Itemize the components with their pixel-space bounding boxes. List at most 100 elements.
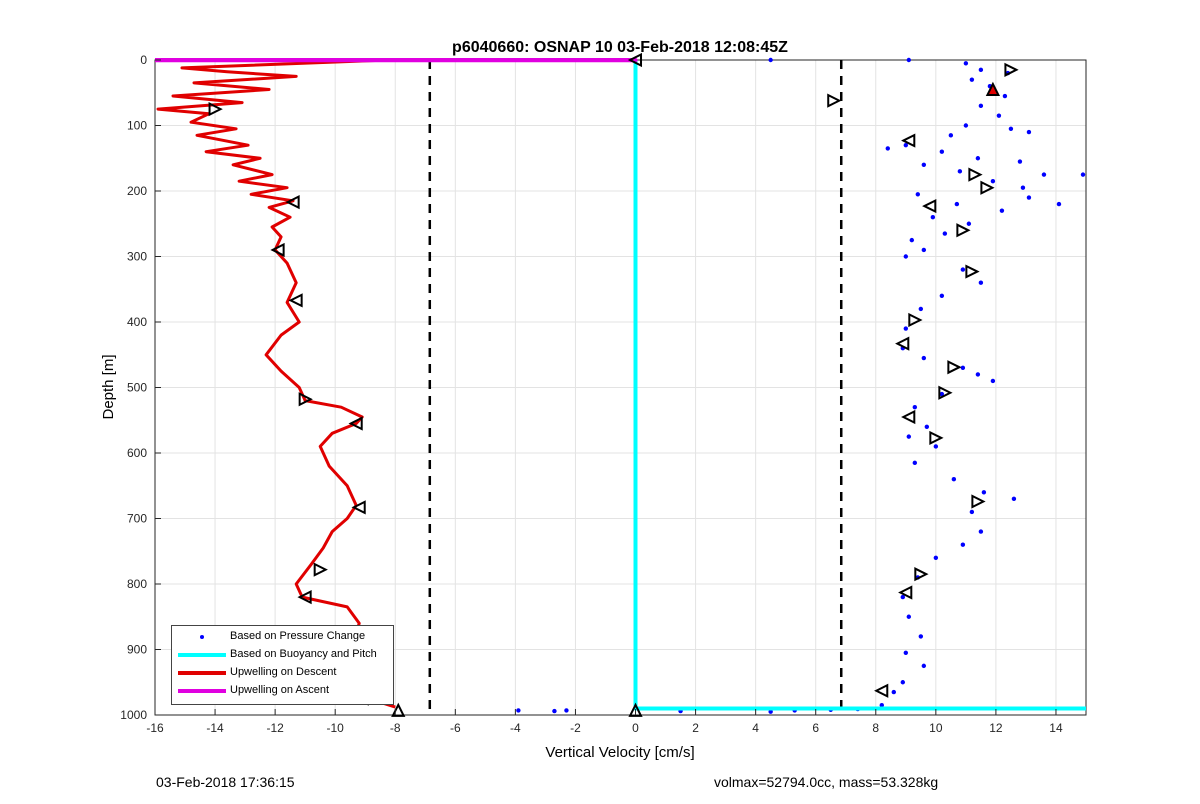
- x-tick-label: 10: [929, 721, 943, 735]
- y-tick-label: 1000: [120, 708, 147, 722]
- pressure-point: [942, 231, 948, 236]
- triangle-marker: [908, 312, 923, 328]
- series-line-2: [633, 60, 1086, 711]
- triangle-marker: [208, 102, 223, 117]
- pressure-point: [948, 133, 954, 138]
- pressure-point: [768, 709, 773, 714]
- legend-label: Upwelling on Descent: [230, 666, 337, 678]
- pressure-point: [903, 142, 909, 148]
- pressure-point: [939, 391, 945, 397]
- y-tick-label: 700: [127, 512, 147, 526]
- x-tick-label: 0: [632, 721, 639, 735]
- pressure-point: [963, 123, 969, 128]
- pressure-point: [924, 424, 930, 429]
- y-tick-label: 500: [127, 381, 147, 395]
- pressure-point: [954, 201, 960, 207]
- x-tick-label: -8: [390, 721, 401, 735]
- pressure-point: [978, 529, 984, 534]
- grid-lines: [154, 59, 1086, 716]
- pressure-point: [564, 708, 569, 713]
- y-tick-label: 800: [127, 577, 147, 591]
- legend-label: Based on Pressure Change: [230, 630, 366, 642]
- pressure-point: [879, 702, 884, 708]
- pressure-point: [1041, 172, 1047, 177]
- pressure-point: [939, 293, 945, 298]
- triangle-marker: [914, 567, 929, 582]
- triangle-marker: [827, 93, 842, 108]
- pressure-point: [981, 490, 987, 495]
- x-tick-label: -14: [206, 721, 224, 735]
- triangle-marker: [956, 223, 971, 238]
- x-tick-label: -16: [146, 721, 164, 735]
- pressure-point: [516, 708, 521, 713]
- pressure-point: [966, 221, 972, 226]
- triangle-marker: [627, 52, 643, 68]
- triangle-marker: [985, 81, 1001, 96]
- pressure-point: [915, 192, 921, 197]
- pressure-point: [921, 247, 927, 253]
- pressure-point: [1056, 201, 1062, 207]
- pressure-point: [1020, 185, 1026, 190]
- pressure-point: [921, 355, 927, 361]
- pressure-point: [933, 444, 939, 449]
- pressure-point: [975, 156, 981, 161]
- triangle-marker: [968, 167, 983, 182]
- pressure-point: [1002, 93, 1008, 99]
- y-tick-label: 0: [140, 53, 147, 67]
- pressure-point: [906, 614, 912, 619]
- triangle-marker: [901, 409, 916, 425]
- y-tick-label: 400: [127, 315, 147, 329]
- series-line-3: [156, 58, 396, 709]
- pressure-point: [552, 708, 557, 714]
- pressure-point: [930, 215, 936, 220]
- footer-timestamp: 03-Feb-2018 17:36:15: [156, 774, 295, 790]
- pressure-point: [933, 555, 939, 560]
- legend: Based on Pressure Change Based on Buoyan…: [171, 625, 394, 705]
- triangle-marker: [298, 392, 313, 407]
- series-layer: [155, 57, 1086, 715]
- red-line-icon: [178, 671, 226, 675]
- pressure-point: [999, 208, 1005, 213]
- pressure-point: [960, 542, 966, 547]
- triangle-marker: [297, 589, 312, 605]
- pressure-point: [978, 67, 984, 73]
- x-tick-label: 8: [872, 721, 879, 735]
- pressure-point: [903, 650, 909, 655]
- pressure-point: [975, 372, 981, 377]
- pressure-point: [918, 306, 924, 312]
- triangle-marker: [901, 133, 916, 148]
- x-tick-label: -4: [510, 721, 521, 735]
- pressure-point: [903, 254, 909, 259]
- pressure-point: [906, 434, 912, 439]
- pressure-point: [1008, 126, 1014, 131]
- pressure-point: [921, 663, 927, 669]
- y-axis-label: Depth [m]: [100, 354, 117, 419]
- y-tick-label: 300: [127, 250, 147, 264]
- pressure-point: [912, 460, 918, 466]
- triangle-marker: [351, 500, 366, 515]
- y-tick-label: 100: [127, 119, 147, 133]
- pressure-point: [978, 103, 984, 109]
- y-tick-label: 900: [127, 643, 147, 657]
- pressure-point: [1026, 195, 1032, 200]
- pressure-point: [918, 634, 924, 639]
- pressure-point: [960, 267, 966, 272]
- triangle-marker: [947, 360, 962, 375]
- y-tick-label: 600: [127, 446, 147, 460]
- chart-title: p6040660: OSNAP 10 03-Feb-2018 12:08:45Z: [452, 39, 788, 56]
- pressure-point: [978, 280, 984, 285]
- x-tick-label: 6: [812, 721, 819, 735]
- triangle-marker: [285, 195, 300, 210]
- marker-layer: [208, 52, 1019, 717]
- x-tick-label: -12: [266, 721, 284, 735]
- cyan-line-icon: [178, 653, 226, 657]
- pressure-point: [912, 404, 918, 410]
- pressure-point: [900, 594, 906, 600]
- legend-label: Upwelling on Ascent: [230, 684, 330, 696]
- triangle-marker: [348, 416, 363, 431]
- legend-item-ascent: Upwelling on Ascent: [172, 682, 393, 700]
- triangle-marker: [874, 683, 889, 698]
- tick-labels: -16 -14 -12 -10 -8 -6 -4 -2 0 2 4 6 8 10 12 14 0 100 200 30…: [120, 53, 1063, 735]
- triangle-marker: [929, 430, 944, 446]
